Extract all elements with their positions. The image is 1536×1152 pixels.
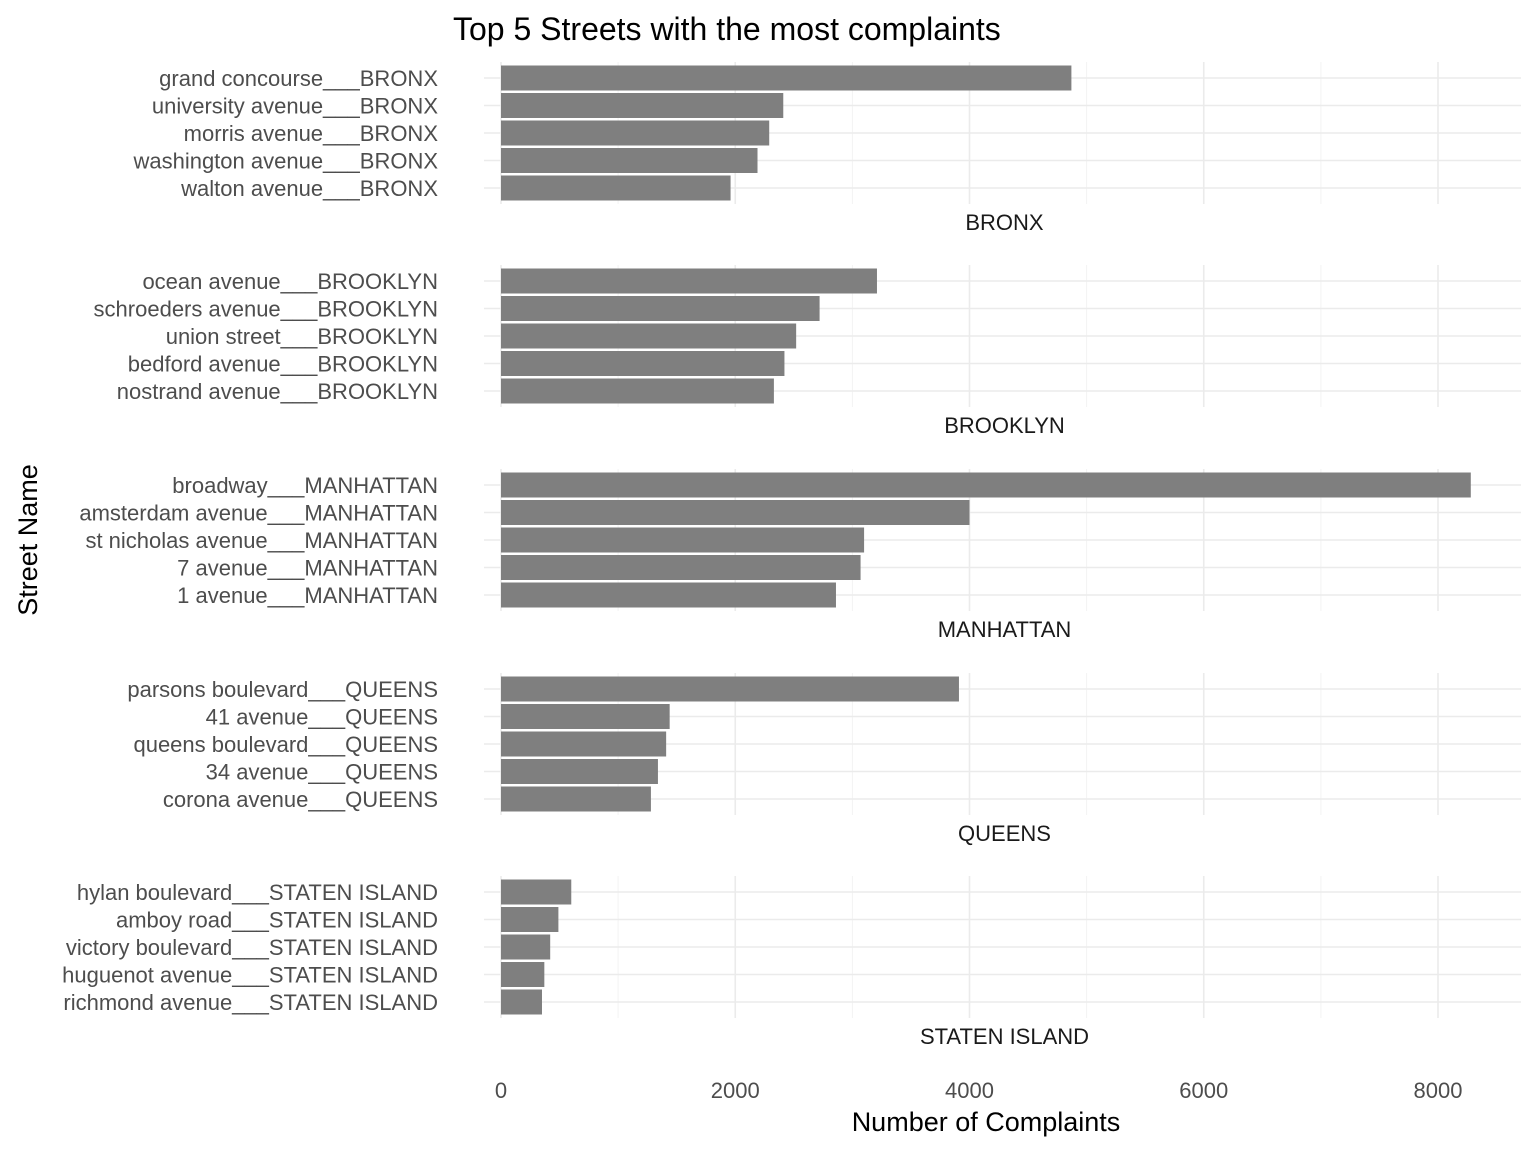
facet-panel: parsons boulevard___QUEENS 41 avenue___QU… <box>127 673 1521 846</box>
bar <box>501 907 559 932</box>
x-tick-label: 6000 <box>1179 1078 1228 1103</box>
category-label: hylan boulevard___STATEN ISLAND <box>77 880 438 905</box>
category-label: queens boulevard___QUEENS <box>133 732 438 757</box>
bar <box>501 120 770 146</box>
bar <box>501 93 784 118</box>
category-label: 41 avenue___QUEENS <box>206 705 438 730</box>
facet-panels: grand concourse___BRONX university avenue… <box>62 62 1521 1049</box>
chart-title: Top 5 Streets with the most complaints <box>453 11 1001 47</box>
bar <box>501 704 670 729</box>
category-label: nostrand avenue___BROOKLYN <box>117 379 438 404</box>
category-label: amboy road___STATEN ISLAND <box>116 908 438 933</box>
category-label: victory boulevard___STATEN ISLAND <box>66 935 438 960</box>
bar <box>501 759 658 784</box>
category-label: huguenot avenue___STATEN ISLAND <box>62 963 438 988</box>
facet-label: MANHATTAN <box>938 617 1072 642</box>
category-label: 1 avenue___MANHATTAN <box>177 583 438 608</box>
bar <box>501 472 1471 498</box>
category-label: grand concourse___BRONX <box>159 66 438 91</box>
x-tick-label: 4000 <box>945 1078 994 1103</box>
bar <box>501 500 970 525</box>
category-label: st nicholas avenue___MANHATTAN <box>85 528 438 553</box>
x-axis-title: Number of Complaints <box>852 1107 1121 1137</box>
bar <box>501 323 797 349</box>
category-label: washington avenue___BRONX <box>132 149 438 174</box>
bar <box>501 268 877 294</box>
category-label: 34 avenue___QUEENS <box>206 760 438 785</box>
bar <box>501 65 1072 91</box>
y-axis-title: Street Name <box>13 464 43 616</box>
category-label: richmond avenue___STATEN ISLAND <box>63 990 438 1015</box>
category-label: walton avenue___BRONX <box>180 176 438 201</box>
x-tick-label: 8000 <box>1414 1078 1463 1103</box>
bar <box>501 962 545 987</box>
facet-panel: broadway___MANHATTAN amsterdam avenue___M… <box>79 469 1521 642</box>
x-tick-label: 2000 <box>711 1078 760 1103</box>
facet-label: STATEN ISLAND <box>920 1024 1089 1049</box>
category-label: schroeders avenue___BROOKLYN <box>94 297 438 322</box>
facet-label: BROOKLYN <box>944 413 1065 438</box>
bar <box>501 296 820 321</box>
bar <box>501 786 651 812</box>
bar <box>501 527 865 553</box>
category-label: parsons boulevard___QUEENS <box>127 677 438 702</box>
bar <box>501 676 959 702</box>
x-axis: 0 2000 4000 6000 8000 <box>495 1078 1463 1103</box>
facet-panel: ocean avenue___BROOKLYN schroeders avenue… <box>94 265 1521 438</box>
facet-label: QUEENS <box>958 821 1051 846</box>
category-label: university avenue___BRONX <box>152 94 438 119</box>
facet-panel: grand concourse___BRONX university avenue… <box>132 62 1521 235</box>
category-label: amsterdam avenue___MANHATTAN <box>79 501 438 526</box>
facet-label: BRONX <box>965 210 1044 235</box>
category-label: ocean avenue___BROOKLYN <box>142 269 438 294</box>
category-label: 7 avenue___MANHATTAN <box>177 556 438 581</box>
bar <box>501 989 542 1015</box>
category-label: broadway___MANHATTAN <box>172 473 438 498</box>
bar <box>501 378 774 404</box>
bar <box>501 731 667 757</box>
bar <box>501 148 758 173</box>
bar <box>501 879 572 905</box>
bar <box>501 582 836 608</box>
category-label: morris avenue___BRONX <box>184 121 439 146</box>
bar <box>501 934 551 960</box>
category-label: union street___BROOKLYN <box>166 324 438 349</box>
bar <box>501 351 785 376</box>
category-label: bedford avenue___BROOKLYN <box>128 352 438 377</box>
category-label: corona avenue___QUEENS <box>163 787 438 812</box>
x-tick-label: 0 <box>495 1078 507 1103</box>
facet-panel: hylan boulevard___STATEN ISLAND amboy roa… <box>62 876 1521 1049</box>
bar <box>501 175 731 201</box>
bar <box>501 555 861 580</box>
